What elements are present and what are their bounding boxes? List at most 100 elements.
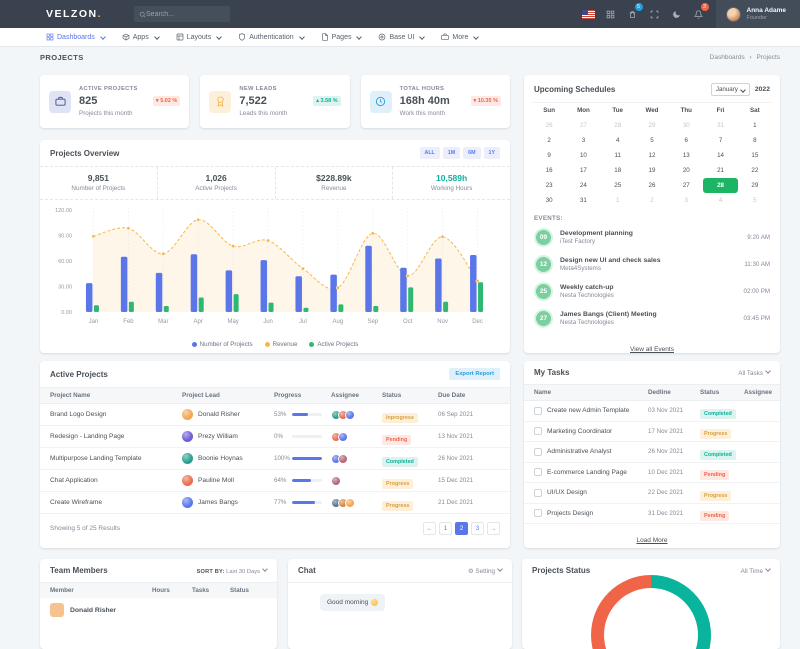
calendar-day[interactable]: 30	[669, 118, 703, 133]
calendar-day-selected[interactable]: 28	[703, 178, 737, 193]
calendar-day[interactable]: 29	[738, 178, 772, 193]
calendar-day[interactable]: 28	[601, 118, 635, 133]
menu-item-pages[interactable]: Pages	[321, 33, 362, 41]
calendar-day[interactable]: 11	[601, 148, 635, 163]
calendar-day[interactable]: 26	[532, 118, 566, 133]
task-checkbox[interactable]	[534, 509, 542, 517]
calendar-day[interactable]: 1	[738, 118, 772, 133]
task-checkbox[interactable]	[534, 468, 542, 476]
calendar-day[interactable]: 16	[532, 163, 566, 178]
status-cell: Progress	[382, 494, 438, 512]
menu-item-apps[interactable]: Apps	[122, 33, 159, 41]
calendar-day[interactable]: 19	[635, 163, 669, 178]
range-button-all[interactable]: ALL	[420, 147, 440, 159]
calendar-day[interactable]: 27	[566, 118, 600, 133]
notifications-button[interactable]: 3	[688, 0, 710, 28]
calendar-day[interactable]: 15	[738, 148, 772, 163]
task-checkbox[interactable]	[534, 427, 542, 435]
dark-mode-button[interactable]	[666, 0, 688, 28]
calendar-day[interactable]: 23	[532, 178, 566, 193]
calendar-day[interactable]: 21	[703, 163, 737, 178]
calendar-day[interactable]: 24	[566, 178, 600, 193]
calendar-day[interactable]: 2	[635, 193, 669, 208]
search-box[interactable]	[134, 6, 230, 22]
menu-item-layouts[interactable]: Layouts	[176, 33, 222, 41]
cart-button[interactable]: 5	[622, 0, 644, 28]
team-sort-select[interactable]: SORT BY: Last 30 Days	[197, 567, 267, 575]
calendar-day[interactable]: 31	[566, 193, 600, 208]
view-all-events-link[interactable]: View all Events	[630, 346, 674, 353]
fullscreen-button[interactable]	[644, 0, 666, 28]
calendar-day[interactable]: 3	[669, 193, 703, 208]
breadcrumb-parent[interactable]: Dashboards	[710, 54, 745, 61]
menu-item-authentication[interactable]: Authentication	[238, 33, 303, 41]
web-apps-button[interactable]	[600, 0, 622, 28]
calendar-day[interactable]: 6	[669, 133, 703, 148]
calendar-day[interactable]: 14	[703, 148, 737, 163]
calendar-day[interactable]: 1	[601, 193, 635, 208]
status-filter-select[interactable]: All Time	[741, 567, 770, 575]
calendar-day[interactable]: 25	[601, 178, 635, 193]
calendar-day[interactable]: 5	[635, 133, 669, 148]
calendar-day[interactable]: 13	[669, 148, 703, 163]
calendar-day[interactable]: 31	[703, 118, 737, 133]
pagination-page-2[interactable]: 2	[455, 522, 468, 535]
calendar-day[interactable]: 22	[738, 163, 772, 178]
user-menu[interactable]: Anna Adame Founder	[716, 0, 800, 28]
language-flag-button[interactable]	[578, 0, 600, 28]
calendar-day[interactable]: 2	[532, 133, 566, 148]
calendar-day[interactable]: 30	[532, 193, 566, 208]
tasks-filter-select[interactable]: All Tasks	[738, 369, 770, 377]
app-logo[interactable]: VELZON.	[46, 8, 102, 20]
calendar-day[interactable]: 4	[601, 133, 635, 148]
calendar-day[interactable]: 20	[669, 163, 703, 178]
calendar-day[interactable]: 27	[669, 178, 703, 193]
calendar-day[interactable]: 4	[703, 193, 737, 208]
calendar-day[interactable]: 12	[635, 148, 669, 163]
task-checkbox[interactable]	[534, 489, 542, 497]
menu-item-dashboards[interactable]: Dashboards	[46, 33, 105, 41]
pagination-prev[interactable]: ←	[423, 522, 436, 535]
calendar-day[interactable]: 5	[738, 193, 772, 208]
calendar-day[interactable]: 10	[566, 148, 600, 163]
range-button-6m[interactable]: 6M	[463, 147, 480, 159]
pagination-page-3[interactable]: 3	[471, 522, 484, 535]
chat-setting-select[interactable]: ⚙ Setting	[468, 567, 502, 575]
month-select[interactable]: January	[711, 83, 750, 96]
menu-item-base-ui[interactable]: Base UI	[378, 33, 424, 41]
calendar-day[interactable]: 7	[703, 133, 737, 148]
calendar-day[interactable]: 9	[532, 148, 566, 163]
team-member-row[interactable]: Donald Risher	[40, 598, 277, 622]
calendar-day[interactable]: 8	[738, 133, 772, 148]
menu-item-more[interactable]: More	[441, 33, 478, 41]
range-button-1y[interactable]: 1Y	[484, 147, 500, 159]
pagination-next[interactable]: →	[487, 522, 500, 535]
pagination-page-1[interactable]: 1	[439, 522, 452, 535]
calendar-day[interactable]: 26	[635, 178, 669, 193]
load-more-link[interactable]: Load More	[636, 537, 667, 544]
search-input[interactable]	[146, 11, 225, 18]
calendar-day[interactable]: 29	[635, 118, 669, 133]
task-checkbox[interactable]	[534, 407, 542, 415]
range-button-1m[interactable]: 1M	[443, 147, 460, 159]
calendar-day[interactable]: 18	[601, 163, 635, 178]
calendar-day[interactable]: 3	[566, 133, 600, 148]
export-report-button[interactable]: Export Report	[449, 368, 500, 380]
task-checkbox[interactable]	[534, 448, 542, 456]
calendar-day[interactable]: 17	[566, 163, 600, 178]
